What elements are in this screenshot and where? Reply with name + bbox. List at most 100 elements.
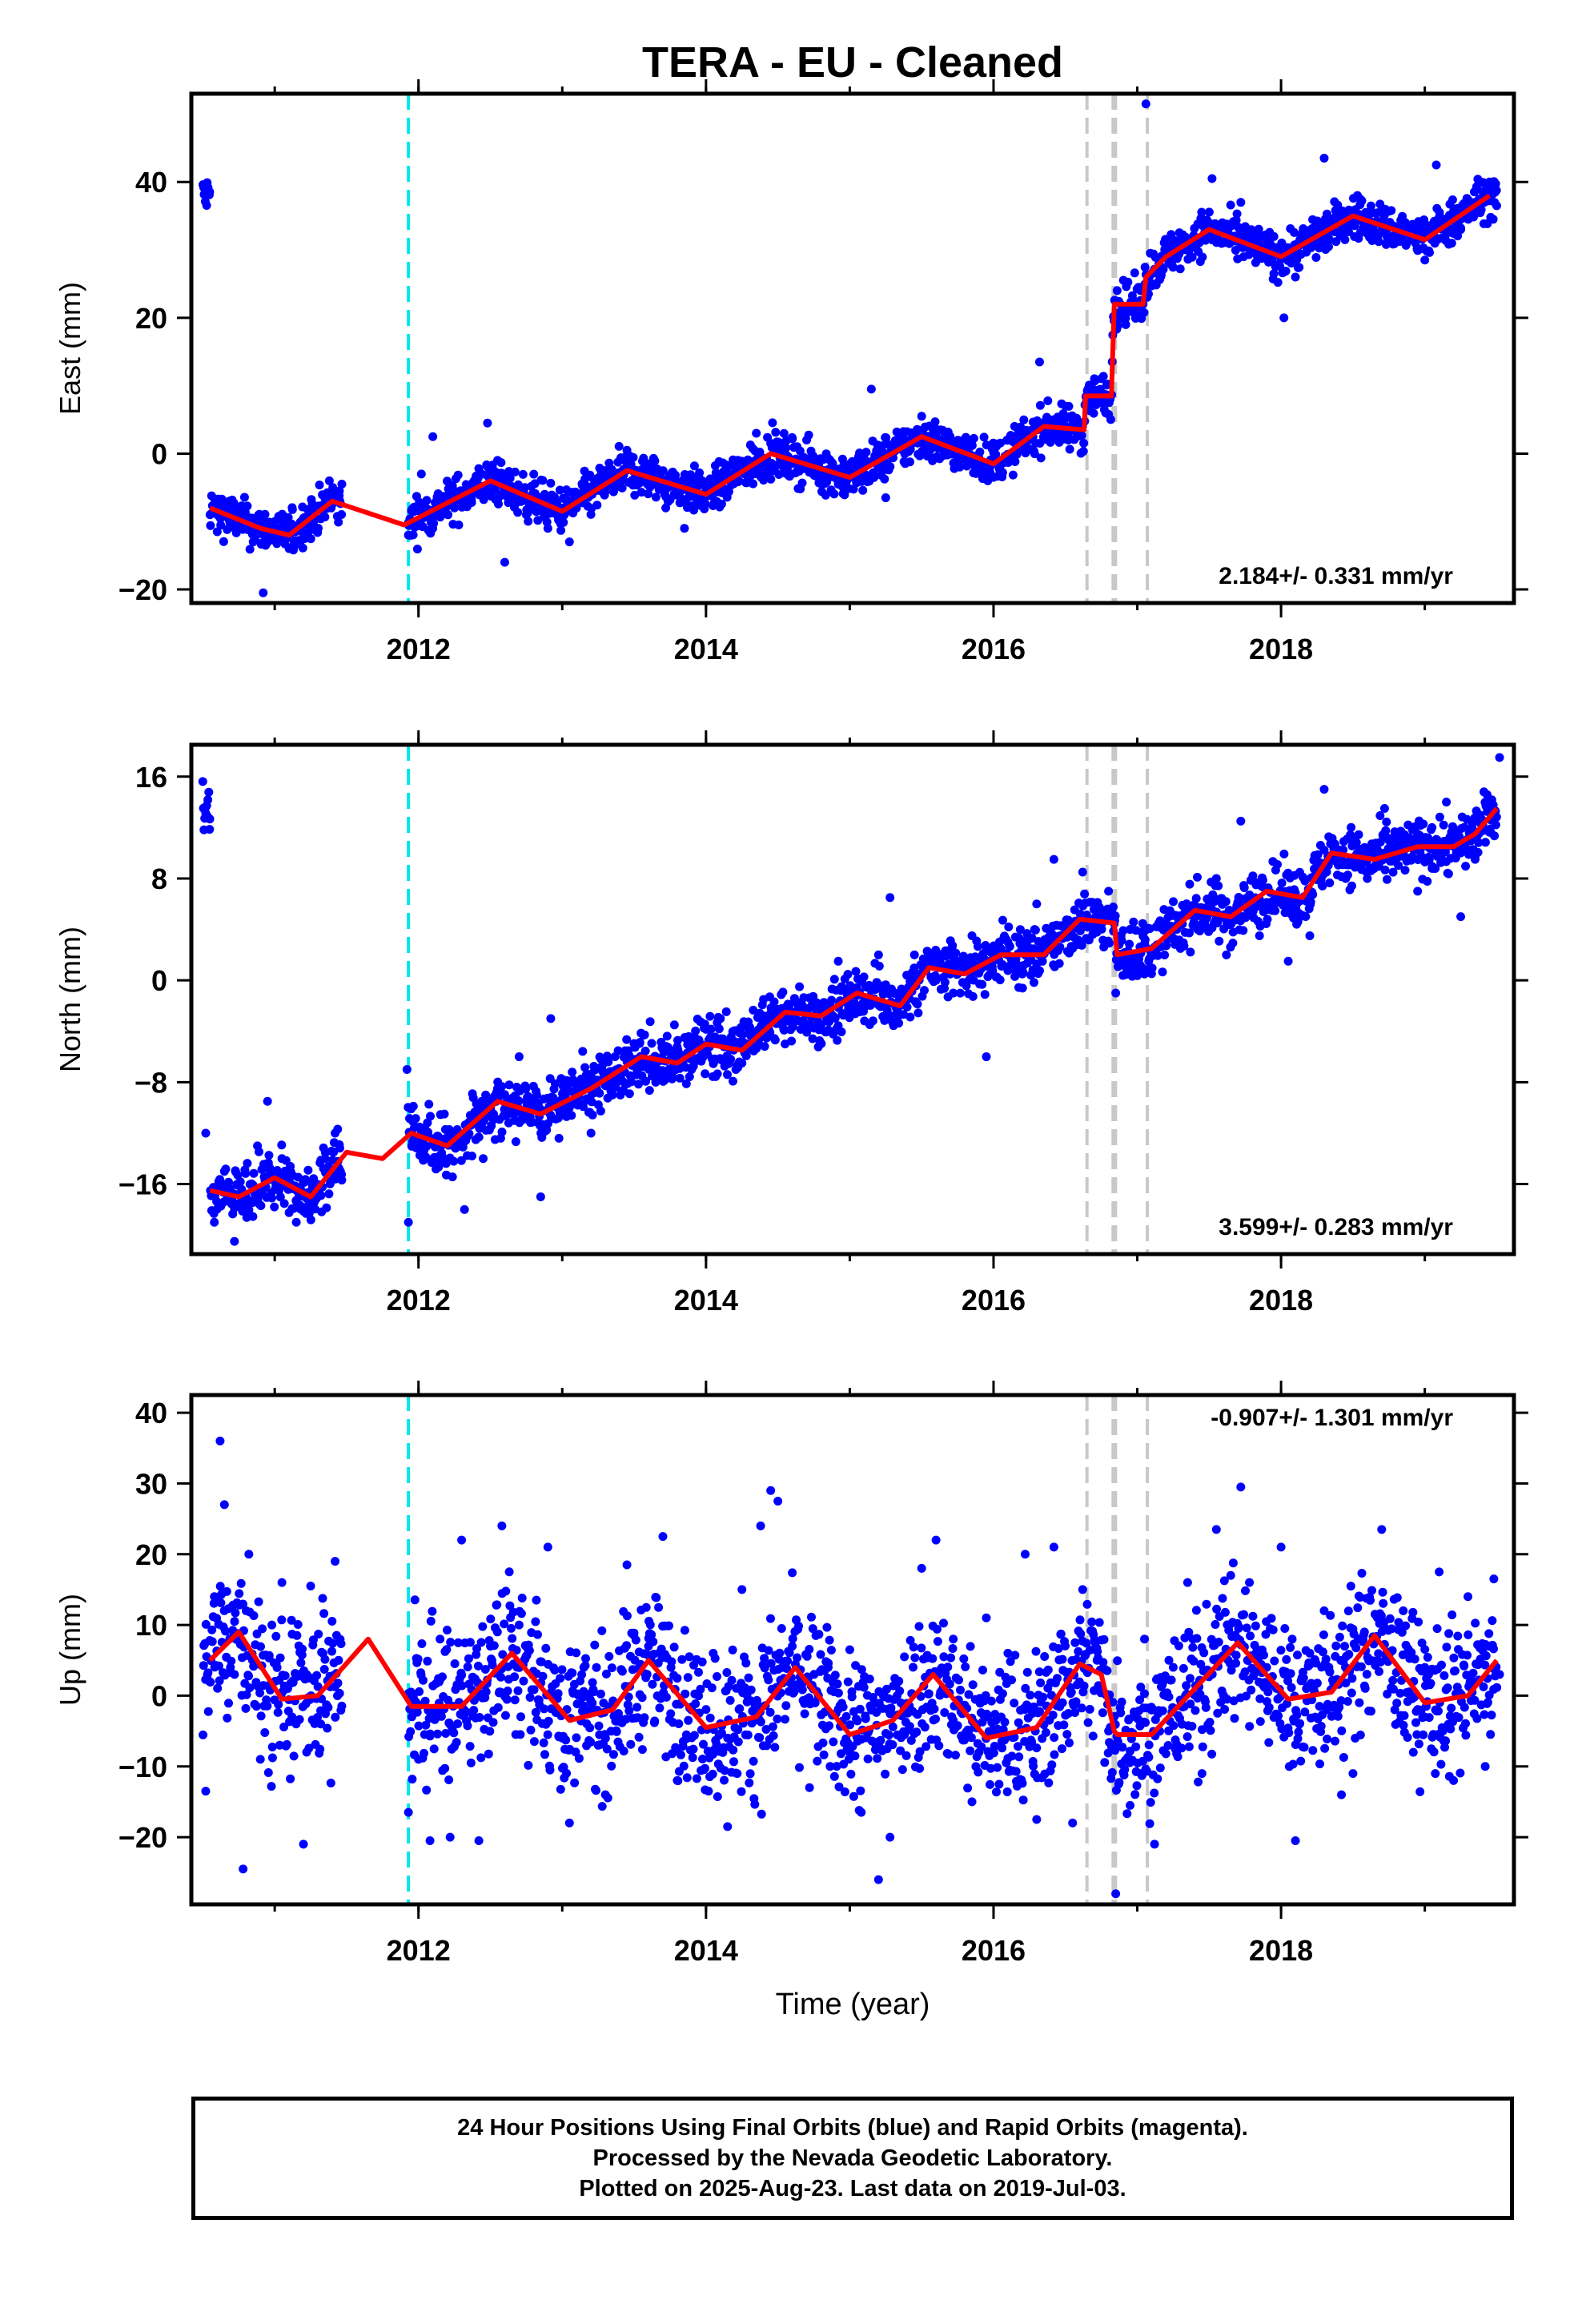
data-point xyxy=(507,1623,516,1633)
figure-title: TERA - EU - Cleaned xyxy=(642,38,1063,86)
data-point xyxy=(474,1132,484,1142)
data-point xyxy=(293,1172,303,1182)
data-point xyxy=(592,1786,600,1795)
data-point xyxy=(433,1729,442,1739)
data-point xyxy=(592,501,602,510)
data-point xyxy=(536,1192,545,1201)
data-point xyxy=(1347,881,1356,891)
data-point xyxy=(1139,308,1149,317)
data-point xyxy=(764,1646,773,1655)
data-point xyxy=(1269,269,1279,279)
data-point xyxy=(453,470,463,480)
data-point xyxy=(1019,415,1029,424)
data-point xyxy=(456,1156,466,1165)
data-point xyxy=(463,1663,472,1671)
data-point xyxy=(331,1712,340,1722)
data-point xyxy=(1375,838,1385,846)
north-rate-label: 3.599+/- 0.283 mm/yr xyxy=(1219,1214,1453,1240)
north-y-tick-label: −16 xyxy=(118,1168,167,1201)
data-point xyxy=(694,1691,704,1701)
data-point xyxy=(313,1682,323,1691)
data-point xyxy=(1277,879,1287,888)
data-point xyxy=(726,1055,736,1064)
data-point xyxy=(1038,956,1047,966)
data-point xyxy=(259,588,268,597)
data-point xyxy=(587,1097,596,1107)
data-point xyxy=(295,1715,304,1724)
data-point xyxy=(1054,959,1064,968)
data-point xyxy=(735,1704,745,1714)
data-point xyxy=(521,510,531,520)
data-point xyxy=(559,517,568,527)
data-point xyxy=(201,1619,211,1629)
data-point xyxy=(580,1063,590,1072)
data-point xyxy=(1484,798,1494,807)
data-point xyxy=(601,1669,611,1679)
data-point xyxy=(708,1769,717,1779)
data-point xyxy=(408,1775,417,1784)
data-point xyxy=(586,1128,596,1138)
data-point xyxy=(335,486,344,496)
data-point xyxy=(274,1700,283,1709)
data-point xyxy=(568,1068,577,1077)
data-point xyxy=(1474,838,1484,847)
data-point xyxy=(227,1656,236,1666)
data-point xyxy=(1344,227,1353,236)
data-point xyxy=(909,963,919,973)
east-model-line xyxy=(209,193,1492,538)
data-point xyxy=(562,1768,572,1778)
data-point xyxy=(1123,277,1133,287)
data-point xyxy=(1254,224,1263,234)
data-point xyxy=(634,1080,643,1089)
data-point xyxy=(689,1744,698,1754)
data-point xyxy=(519,1115,528,1124)
data-point xyxy=(219,537,228,546)
data-point xyxy=(469,1706,479,1715)
data-point xyxy=(827,995,837,1005)
data-point xyxy=(608,1750,618,1759)
data-point xyxy=(222,1586,231,1596)
data-point xyxy=(1319,154,1329,163)
data-point xyxy=(526,1725,536,1735)
data-point xyxy=(680,1626,689,1635)
data-point xyxy=(1111,988,1121,998)
data-point xyxy=(448,1172,457,1182)
data-point xyxy=(337,480,347,489)
data-point xyxy=(1034,357,1044,367)
data-point xyxy=(778,987,788,997)
data-point xyxy=(808,1624,817,1634)
data-point xyxy=(766,439,776,448)
data-point xyxy=(698,1755,707,1763)
data-point xyxy=(761,1725,771,1734)
data-point xyxy=(564,537,574,547)
data-point xyxy=(203,795,213,805)
data-point xyxy=(444,510,453,520)
data-point xyxy=(756,1717,765,1727)
data-point xyxy=(745,1769,755,1779)
data-point xyxy=(772,460,781,470)
data-point xyxy=(510,467,520,476)
data-point xyxy=(306,1215,315,1224)
data-point xyxy=(334,517,343,527)
data-point xyxy=(452,1125,462,1134)
data-point xyxy=(543,1730,552,1739)
data-point xyxy=(241,1703,251,1713)
data-point xyxy=(1308,890,1318,899)
data-point xyxy=(644,1086,654,1096)
data-point xyxy=(320,513,330,522)
data-point xyxy=(1110,911,1120,921)
data-point xyxy=(793,1653,802,1663)
data-point xyxy=(689,505,699,515)
data-point xyxy=(1366,201,1375,211)
data-point xyxy=(315,480,324,490)
data-point xyxy=(320,1655,330,1664)
data-point xyxy=(757,1809,766,1819)
data-point xyxy=(249,1662,259,1671)
data-point xyxy=(902,1003,912,1011)
data-point xyxy=(1105,939,1114,948)
data-point xyxy=(648,1679,657,1689)
east-y-tick-label: 40 xyxy=(135,166,167,199)
data-point xyxy=(685,1652,694,1662)
data-point xyxy=(859,1007,868,1016)
